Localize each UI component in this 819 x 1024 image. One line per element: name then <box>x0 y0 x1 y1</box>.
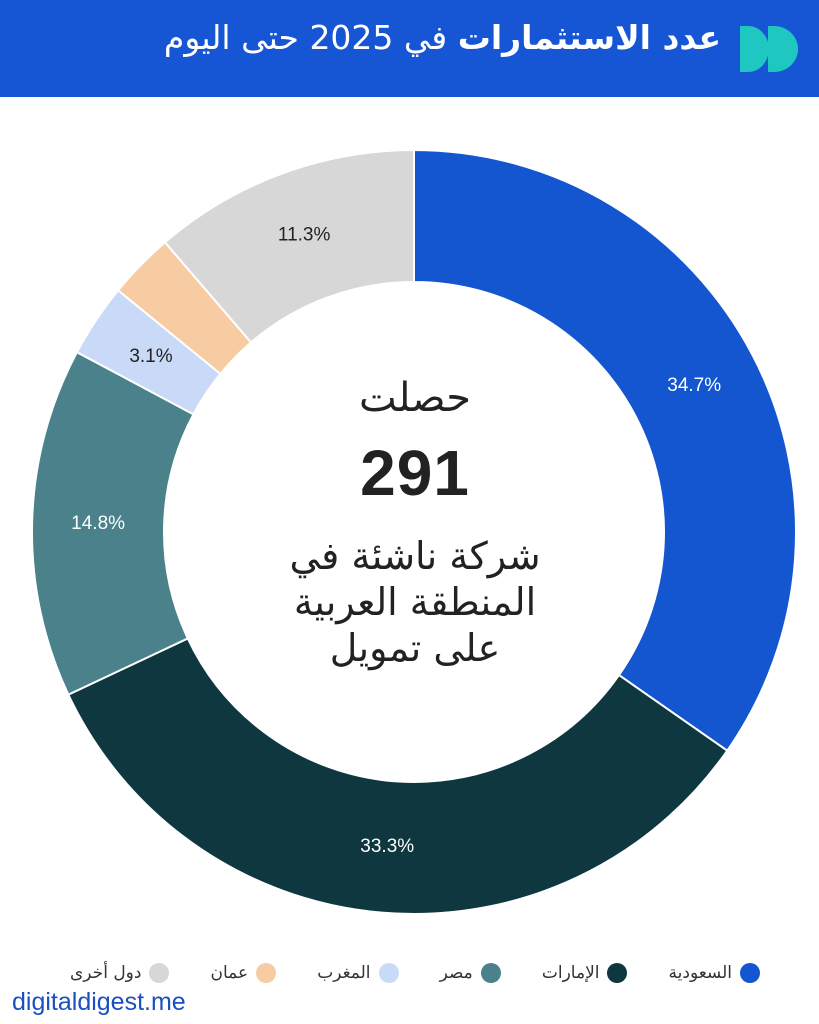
center-number: 291 <box>360 437 470 509</box>
legend-dot-icon <box>607 963 628 983</box>
legend-dot-icon <box>740 963 760 983</box>
legend-label: مصر <box>439 963 473 983</box>
center-line-3: على تمويل <box>329 626 501 670</box>
center-text-top: حصلت <box>359 375 471 421</box>
donut-slice <box>163 148 415 344</box>
legend-item: المغرب <box>317 963 399 983</box>
title-bold: عدد الاستثمارات <box>457 18 721 57</box>
legend-item: السعودية <box>669 963 760 983</box>
legend-dot-icon <box>378 963 399 983</box>
legend-label: دول أخرى <box>70 963 142 983</box>
legend-item: مصر <box>440 963 501 983</box>
slice-label: 34.7% <box>667 375 721 396</box>
slice-labels: 34.7% 33.3% 14.8% 3.1% 11.3% <box>71 225 721 857</box>
legend-item: الإمارات <box>542 963 628 983</box>
slice-label: 11.3% <box>278 225 331 246</box>
legend-item: دول أخرى <box>70 963 170 983</box>
legend-label: عمان <box>210 963 249 983</box>
title-rest: في 2025 حتى اليوم <box>163 18 448 57</box>
header-bar: عدد الاستثمارات في 2025 حتى اليوم <box>0 0 819 97</box>
legend-item: عمان <box>211 963 277 983</box>
legend-dot-icon <box>480 963 501 983</box>
center-line-1: شركة ناشئة في <box>289 534 541 578</box>
donut-slice <box>67 637 729 915</box>
slice-label: 33.3% <box>360 836 414 857</box>
legend-label: الإمارات <box>541 963 600 983</box>
center-text-bottom: شركة ناشئة في المنطقة العربية على تمويل <box>250 533 580 671</box>
footer-site-link[interactable]: digitaldigest.me <box>12 988 186 1016</box>
legend-dot-icon <box>149 963 170 983</box>
center-line-2: المنطقة العربية <box>293 580 537 624</box>
donut-slices <box>31 148 797 915</box>
chart-legend: السعودية الإمارات مصر المغرب عمان دول أخ… <box>70 958 760 988</box>
slice-label: 14.8% <box>71 513 125 534</box>
donut-chart: 34.7% 33.3% 14.8% 3.1% 11.3% <box>31 148 797 915</box>
legend-label: المغرب <box>317 963 371 983</box>
logo-icon <box>740 26 798 72</box>
slice-label: 3.1% <box>129 346 172 367</box>
page-title: عدد الاستثمارات في 2025 حتى اليوم <box>164 18 721 57</box>
donut-slice <box>413 148 797 753</box>
legend-label: السعودية <box>668 963 732 983</box>
legend-dot-icon <box>256 963 277 983</box>
